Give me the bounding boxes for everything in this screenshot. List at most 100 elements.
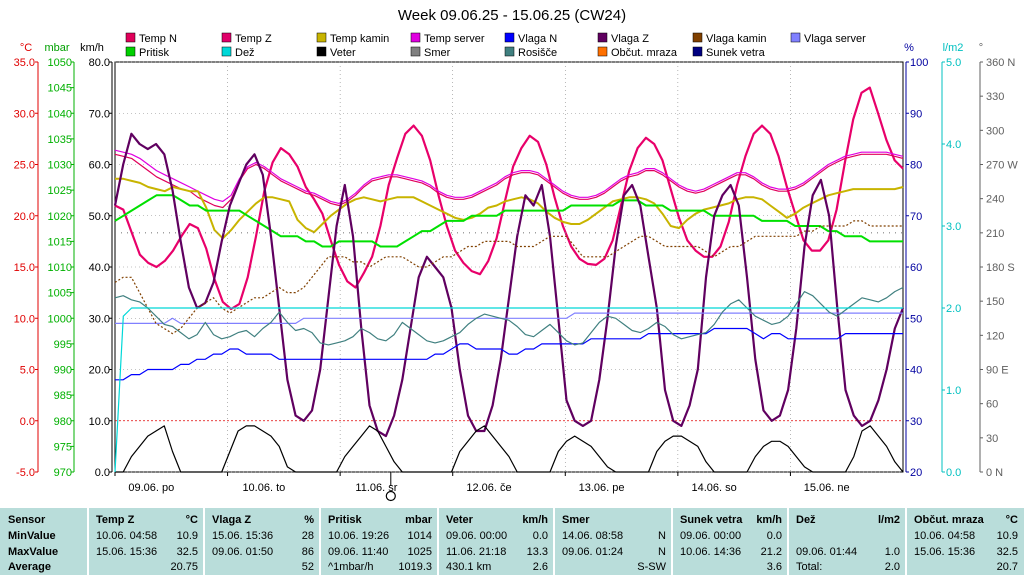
- legend-label: Vlaga N: [518, 33, 557, 45]
- axis-tick-label: 70: [910, 211, 922, 223]
- legend: Temp N Temp Z Temp kamin Temp server Vlaga N…: [125, 32, 866, 59]
- stats-cell: 09.06. 11:40: [328, 546, 389, 558]
- legend-label: Temp Z: [235, 33, 272, 45]
- axis-tick-label: 180 S: [986, 262, 1015, 274]
- legend-swatch: [316, 46, 327, 57]
- x-axis-labels: 09.06. po 10.06. to 11.06. sr 12.06. če 13.0…: [114, 472, 850, 502]
- stats-value: 10.9: [176, 530, 198, 542]
- stats-row: Average: [0, 560, 88, 575]
- stats-header-label: Dež: [796, 514, 816, 526]
- stats-header: Dež l/m2: [788, 513, 906, 528]
- stats-row: MaxValue: [0, 545, 88, 560]
- series-temp-kamin: [115, 177, 904, 240]
- axis-tick-label: 1035: [48, 134, 72, 146]
- legend-label: Vlaga Z: [611, 33, 649, 45]
- stats-separator: [671, 508, 673, 575]
- series-rosi-e: [114, 286, 904, 346]
- axis-tick-label: 1045: [48, 83, 72, 95]
- stats-row: Total: 2.0: [788, 560, 906, 575]
- stats-cell: 10.06. 04:58: [96, 530, 158, 542]
- stats-value: 0.0: [766, 530, 782, 542]
- x-tick-label: 12.06. če: [466, 482, 511, 494]
- legend-swatch: [410, 32, 421, 43]
- stats-header-label: Občut. mraza: [914, 514, 984, 526]
- legend-swatch: [221, 46, 232, 57]
- stats-row: 15.06. 15:36 32.5: [906, 545, 1024, 560]
- stats-column: Sunek vetra km/h 09.06. 00:00 0.0 10.06. 14:…: [672, 508, 788, 575]
- axis-tick-label: 1005: [48, 288, 72, 300]
- stats-row: [788, 529, 906, 544]
- legend-item: Veter: [316, 46, 356, 59]
- series-vlaga-server: [115, 312, 903, 324]
- stats-header: Pritisk mbar: [320, 513, 438, 528]
- stats-separator: [787, 508, 789, 575]
- stats-row: ^1mbar/h 1019.3: [320, 560, 438, 575]
- stats-column: Pritisk mbar 10.06. 19:26 1014 09.06. 11:40 1…: [320, 508, 438, 575]
- stats-value: 32.5: [996, 546, 1018, 558]
- axis-tick-label: 970: [54, 467, 72, 479]
- stats-row: 20.75: [88, 560, 204, 575]
- stats-value: 1025: [407, 546, 432, 558]
- stats-cell: ^1mbar/h: [328, 561, 374, 573]
- stats-value: S-SW: [637, 561, 666, 573]
- stats-separator: [203, 508, 205, 575]
- stats-value: 32.5: [176, 546, 198, 558]
- axis-tick-label: 1025: [48, 185, 72, 197]
- legend-label: Rosišče: [518, 47, 557, 59]
- chart-title: Week 09.06.25 - 15.06.25 (CW24): [398, 7, 626, 24]
- axis-tick-label: -5.0: [16, 467, 35, 479]
- axis-tick-label: 330: [986, 91, 1004, 103]
- stats-separator: [437, 508, 439, 575]
- stats-header: Temp Z °C: [88, 513, 204, 528]
- legend-item: Vlaga kamin: [692, 32, 767, 45]
- legend-swatch: [597, 32, 608, 43]
- stats-value: 52: [301, 561, 314, 573]
- legend-swatch: [692, 46, 703, 57]
- stats-row: 10.06. 04:58 10.9: [88, 529, 204, 544]
- stats-value: 2.0: [884, 561, 900, 573]
- legend-swatch: [125, 46, 136, 57]
- stats-header-label: Temp Z: [96, 514, 135, 526]
- legend-item: Vlaga Z: [597, 32, 649, 45]
- legend-item: Temp Z: [221, 32, 272, 45]
- axis-tick-label: 0.0: [946, 467, 961, 479]
- axis-tick-label: 100: [910, 57, 928, 69]
- axis-tick-label: 150: [986, 296, 1004, 308]
- stats-column: Občut. mraza °C 10.06. 04:58 10.9 15.06. 15:…: [906, 508, 1024, 575]
- axis-tick-label: 120: [986, 330, 1004, 342]
- stats-cell: 09.06. 01:50: [212, 546, 274, 558]
- stats-header-label: Sensor: [8, 514, 46, 526]
- stats-header-label: Pritisk: [328, 514, 362, 526]
- stats-column: Smer 14.06. 08:58 N 09.06. 01:24 N S-SW: [554, 508, 672, 575]
- series-vlaga-n: [115, 327, 903, 381]
- stats-separator: [319, 508, 321, 575]
- axis-tick-label: 60: [986, 399, 998, 411]
- stats-cell: 10.06. 19:26: [328, 530, 390, 542]
- stats-row: 430.1 km 2.6: [438, 560, 554, 575]
- axis-tick-label: 0.0: [20, 416, 35, 428]
- stats-cell: MinValue: [8, 530, 56, 542]
- stats-header-unit: °C: [185, 514, 198, 526]
- axis-tick-label: 10.0: [89, 416, 110, 428]
- stats-row: 09.06. 00:00 0.0: [438, 529, 554, 544]
- stats-header-unit: %: [304, 514, 314, 526]
- stats-header-unit: l/m2: [877, 514, 900, 526]
- statistics-table: Sensor MinValue MaxValue Average Temp Z °C 10.…: [0, 508, 1024, 575]
- stats-row: MinValue: [0, 529, 88, 544]
- stats-cell: 11.06. 21:18: [446, 546, 507, 558]
- axis-tick-label: 975: [54, 441, 72, 453]
- stats-header: Vlaga Z%: [204, 513, 320, 528]
- axis-unit-label: km/h: [80, 42, 104, 54]
- axis-tick-label: 25.0: [14, 160, 35, 172]
- stats-header: Sensor: [0, 513, 88, 528]
- stats-value: 0.0: [532, 530, 548, 542]
- legend-item: Temp N: [125, 32, 177, 45]
- axis-tick-label: 3.0: [946, 221, 961, 233]
- stats-value: 21.2: [760, 546, 782, 558]
- stats-cell: Total:: [796, 561, 823, 573]
- axis-tick-label: 20.0: [14, 211, 35, 223]
- axis-tick-label: 90 E: [986, 365, 1009, 377]
- x-tick-label: 14.06. so: [692, 482, 737, 494]
- stats-row: 10.06. 19:26 1014: [320, 529, 438, 544]
- stats-value: 20.75: [170, 561, 198, 573]
